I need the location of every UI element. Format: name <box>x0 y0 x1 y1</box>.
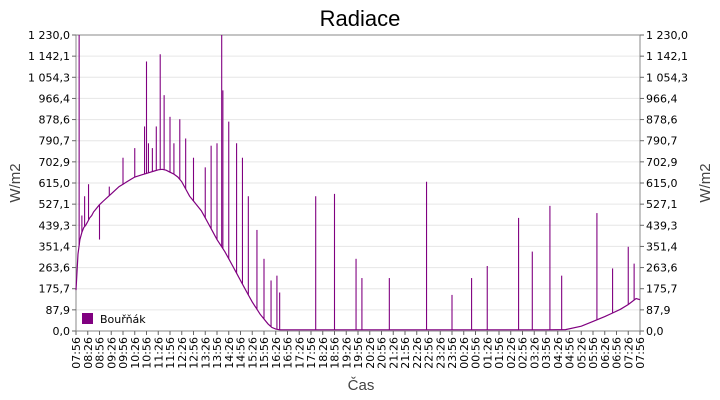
x-tick-label: 07:26 <box>622 337 635 369</box>
y-tick-label-right: 790,7 <box>646 135 678 148</box>
y-tick-label-right: 1 054,3 <box>646 71 688 84</box>
x-tick-label: 11:26 <box>152 337 165 369</box>
y-tick-label-left: 878,6 <box>39 114 71 127</box>
x-tick-label: 03:26 <box>528 337 541 369</box>
x-tick-label: 13:26 <box>199 337 212 369</box>
x-tick-label: 15:26 <box>246 337 259 369</box>
x-tick-label: 08:26 <box>82 337 95 369</box>
y-tick-label-right: 263,6 <box>646 262 678 275</box>
y-tick-label-left: 263,6 <box>39 262 71 275</box>
x-tick-label: 17:26 <box>293 337 306 369</box>
x-tick-label: 23:56 <box>446 337 459 369</box>
x-tick-label: 01:56 <box>493 337 506 369</box>
y-tick-label-left: 527,1 <box>39 198 71 211</box>
x-tick-label: 05:26 <box>575 337 588 369</box>
y-tick-label-left: 615,0 <box>39 177 71 190</box>
x-tick-label: 10:56 <box>141 337 154 369</box>
y-tick-label-right: 878,6 <box>646 114 678 127</box>
x-tick-label: 02:26 <box>505 337 518 369</box>
x-tick-label: 07:56 <box>70 337 83 369</box>
y-tick-label-left: 1 230,0 <box>28 29 70 42</box>
y-tick-label-left: 702,9 <box>39 156 71 169</box>
y-tick-label-left: 439,3 <box>39 219 71 232</box>
y-tick-label-right: 966,4 <box>646 92 678 105</box>
y-axis-left: 0,0 87,9 175,7 263,6 351,4 439,3 527,1 615,0 702… <box>28 29 76 338</box>
x-tick-label: 16:26 <box>270 337 283 369</box>
y-tick-label-right: 527,1 <box>646 198 678 211</box>
y-tick-label-right: 1 142,1 <box>646 50 688 63</box>
y-tick-label-left: 87,9 <box>46 304 71 317</box>
x-tick-label: 17:56 <box>305 337 318 369</box>
x-tick-label: 19:56 <box>352 337 365 369</box>
x-tick-label: 10:26 <box>129 337 142 369</box>
y-axis-right: 0,0 87,9 175,7 263,6 351,4 439,3 527,1 615,0 702… <box>640 29 688 338</box>
x-axis: 07:5608:2608:5609:2609:5610:2610:5611:26… <box>70 331 647 369</box>
legend: Bouřňák <box>82 313 146 326</box>
y-tick-label-left: 351,4 <box>39 240 71 253</box>
x-tick-label: 14:56 <box>235 337 248 369</box>
legend-swatch <box>82 313 93 324</box>
y-tick-label-left: 0,0 <box>53 325 71 338</box>
x-tick-label: 22:26 <box>411 337 424 369</box>
x-tick-label: 14:26 <box>223 337 236 369</box>
x-tick-label: 05:56 <box>587 337 600 369</box>
x-tick-label: 06:56 <box>611 337 624 369</box>
y-tick-label-right: 0,0 <box>646 325 664 338</box>
y-tick-label-left: 1 142,1 <box>28 50 70 63</box>
y-tick-label-left: 1 054,3 <box>28 71 70 84</box>
y-tick-label-right: 1 230,0 <box>646 29 688 42</box>
x-tick-label: 22:56 <box>423 337 436 369</box>
y-tick-label-right: 439,3 <box>646 219 678 232</box>
y-tick-label-left: 790,7 <box>39 135 71 148</box>
x-tick-label: 09:56 <box>117 337 130 369</box>
x-tick-label: 11:56 <box>164 337 177 369</box>
x-tick-label: 03:56 <box>540 337 553 369</box>
x-tick-label: 12:56 <box>188 337 201 369</box>
x-tick-label: 07:56 <box>634 337 647 369</box>
x-tick-label: 04:26 <box>552 337 565 369</box>
x-tick-label: 00:26 <box>458 337 471 369</box>
y-axis-label-right: W/m2 <box>697 163 714 202</box>
x-tick-label: 21:26 <box>387 337 400 369</box>
legend-label-bournak: Bouřňák <box>100 313 146 326</box>
x-tick-label: 01:26 <box>481 337 494 369</box>
x-tick-label: 23:26 <box>434 337 447 369</box>
x-tick-label: 00:56 <box>470 337 483 369</box>
x-tick-label: 13:56 <box>211 337 224 369</box>
chart-title: Radiace <box>320 6 401 31</box>
x-tick-label: 18:26 <box>317 337 330 369</box>
x-tick-label: 04:56 <box>564 337 577 369</box>
y-tick-label-right: 175,7 <box>646 283 678 296</box>
x-tick-label: 18:56 <box>329 337 342 369</box>
series-line-bournak <box>75 168 641 331</box>
y-tick-label-right: 702,9 <box>646 156 678 169</box>
x-tick-label: 12:26 <box>176 337 189 369</box>
x-tick-label: 20:26 <box>364 337 377 369</box>
x-tick-label: 20:56 <box>376 337 389 369</box>
x-tick-label: 09:26 <box>105 337 118 369</box>
x-axis-label: Čas <box>348 377 375 394</box>
y-axis-label-left: W/m2 <box>7 163 24 202</box>
x-tick-label: 16:56 <box>282 337 295 369</box>
y-tick-label-right: 351,4 <box>646 240 678 253</box>
x-tick-label: 02:56 <box>517 337 530 369</box>
x-tick-label: 08:56 <box>94 337 107 369</box>
y-tick-label-left: 966,4 <box>39 92 71 105</box>
y-tick-label-left: 175,7 <box>39 283 71 296</box>
x-tick-label: 06:26 <box>599 337 612 369</box>
y-tick-label-right: 615,0 <box>646 177 678 190</box>
x-tick-label: 19:26 <box>340 337 353 369</box>
series-layer <box>75 35 641 331</box>
x-tick-label: 15:56 <box>258 337 271 369</box>
x-tick-label: 21:56 <box>399 337 412 369</box>
y-tick-label-right: 87,9 <box>646 304 671 317</box>
